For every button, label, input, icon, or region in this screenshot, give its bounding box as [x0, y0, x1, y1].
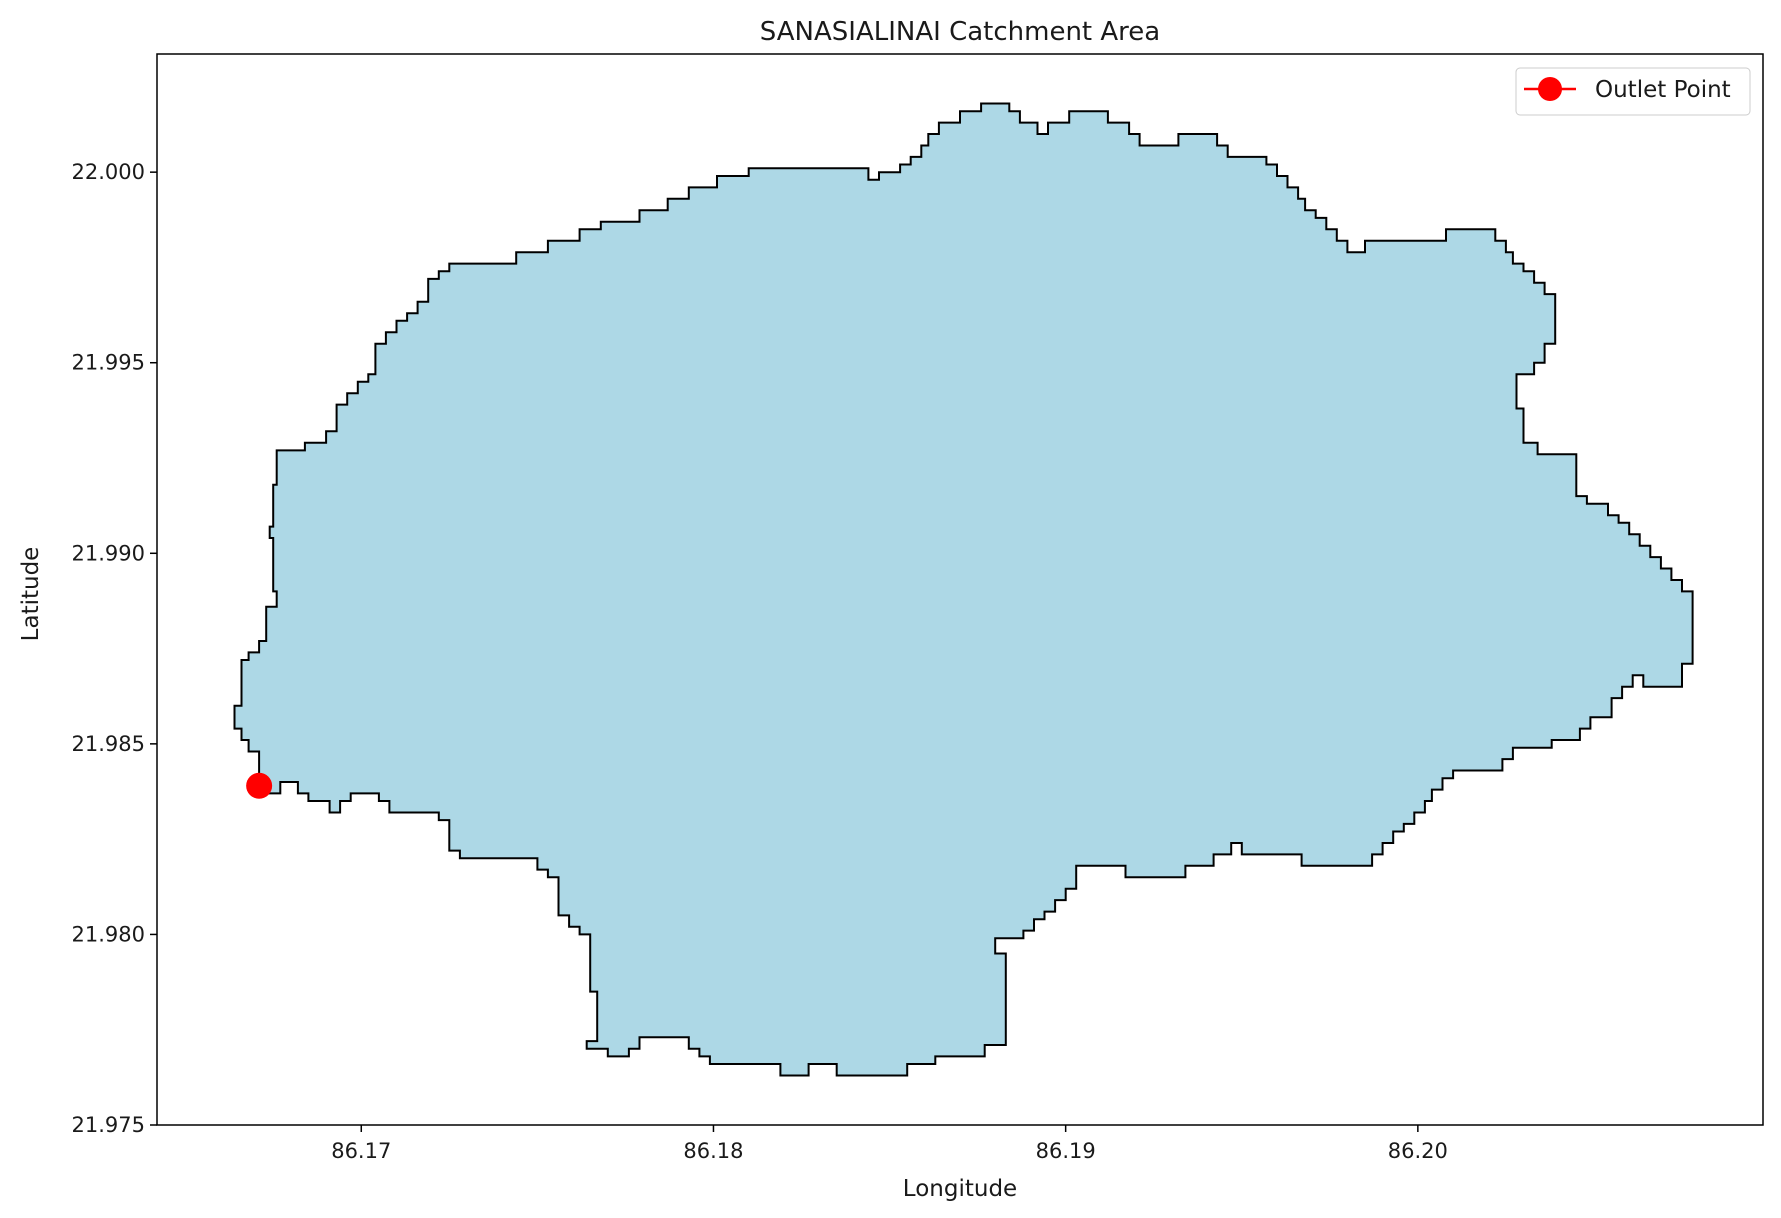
x-axis-ticks: 86.17 86.18 86.19 86.20 [331, 1125, 1448, 1163]
x-tick-label: 86.18 [683, 1139, 743, 1163]
plot-area [233, 102, 1694, 1077]
catchment-polygon [233, 102, 1694, 1077]
legend-box [1515, 67, 1751, 116]
legend: Outlet Point [1515, 67, 1751, 116]
x-tick-label: 86.17 [331, 1139, 391, 1163]
axes-frame [156, 53, 1764, 1126]
legend-marker-swatch [1538, 77, 1562, 101]
chart-title: SANASIALINAI Catchment Area [760, 17, 1160, 47]
x-tick-label: 86.19 [1036, 1139, 1096, 1163]
y-axis-ticks: 21.975 21.980 21.985 21.990 21.995 22.000 [72, 160, 157, 1137]
y-tick-label: 22.000 [72, 160, 145, 184]
y-tick-label: 21.985 [72, 732, 145, 756]
x-tick-label: 86.20 [1388, 1139, 1448, 1163]
x-axis-label: Longitude [903, 1176, 1017, 1202]
y-tick-label: 21.995 [72, 351, 145, 375]
y-tick-label: 21.975 [72, 1113, 145, 1137]
y-tick-label: 21.990 [72, 541, 145, 565]
y-tick-label: 21.980 [72, 922, 145, 946]
y-axis-label: Latitude [18, 547, 44, 642]
legend-label-outlet-point: Outlet Point [1595, 77, 1731, 103]
outlet-point-marker [246, 772, 273, 799]
